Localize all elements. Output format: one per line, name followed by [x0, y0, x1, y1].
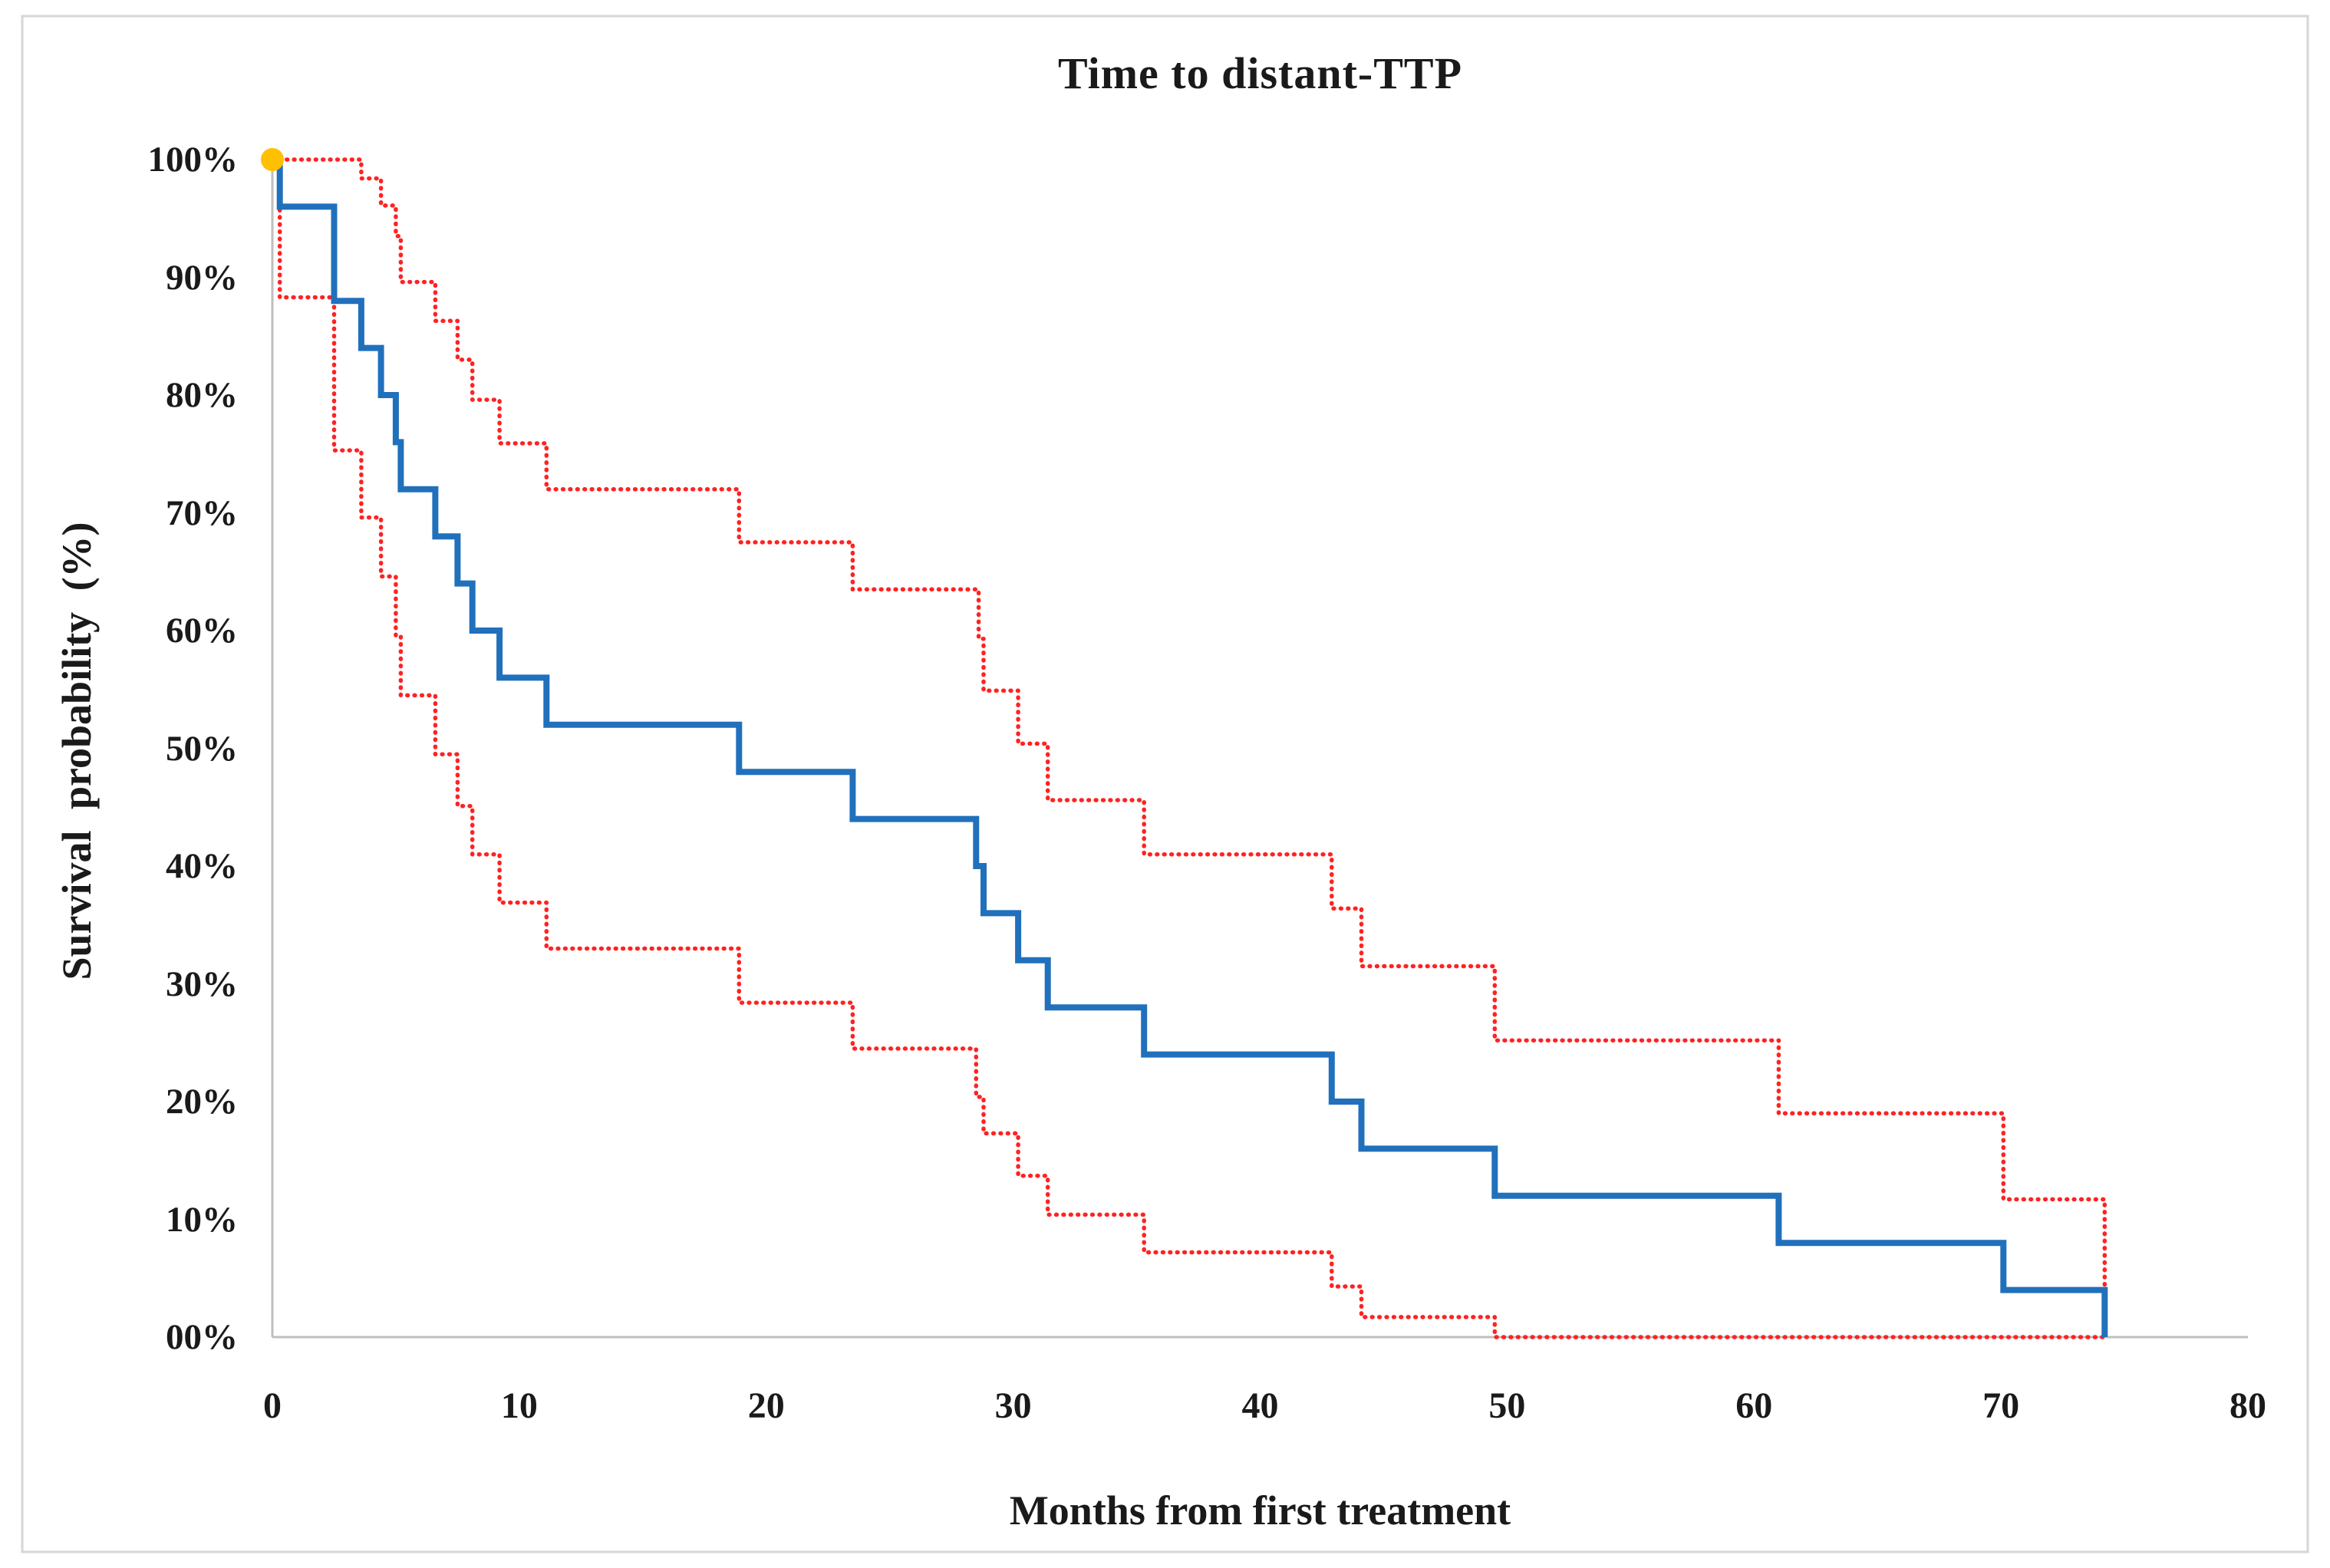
- x-tick-label: 0: [263, 1385, 282, 1426]
- x-tick-label: 70: [1982, 1385, 2020, 1426]
- upper-ci-line: [270, 157, 2108, 1339]
- y-tick-label: 80%: [166, 375, 238, 415]
- origin-marker-dot: [261, 148, 284, 171]
- y-tick-label: 00%: [166, 1317, 238, 1357]
- x-tick-label: 40: [1241, 1385, 1279, 1426]
- y-tick-label: 20%: [166, 1082, 238, 1122]
- y-tick-label: 100%: [147, 140, 239, 180]
- y-tick-label: 50%: [166, 728, 238, 769]
- y-tick-label: 30%: [166, 964, 238, 1004]
- x-axis-title: Months from first treatment: [1009, 1487, 1511, 1533]
- x-tick-label: 50: [1488, 1385, 1526, 1426]
- survival-curve-line: [272, 156, 2108, 1337]
- lower-ci-line: [270, 157, 2108, 1339]
- x-tick-label: 30: [994, 1385, 1032, 1426]
- y-tick-label: 60%: [166, 611, 238, 651]
- x-tick-label: 60: [1735, 1385, 1773, 1426]
- chart-title: Time to distant-TTP: [1057, 48, 1463, 98]
- x-tick-label: 80: [2229, 1385, 2266, 1426]
- figure-border: [21, 15, 2309, 1553]
- x-tick-label: 10: [500, 1385, 538, 1426]
- x-tick-label: 20: [747, 1385, 785, 1426]
- y-tick-label: 90%: [166, 257, 238, 298]
- y-tick-label: 40%: [166, 846, 238, 886]
- y-tick-label: 70%: [166, 492, 238, 533]
- y-tick-label: 10%: [166, 1199, 238, 1240]
